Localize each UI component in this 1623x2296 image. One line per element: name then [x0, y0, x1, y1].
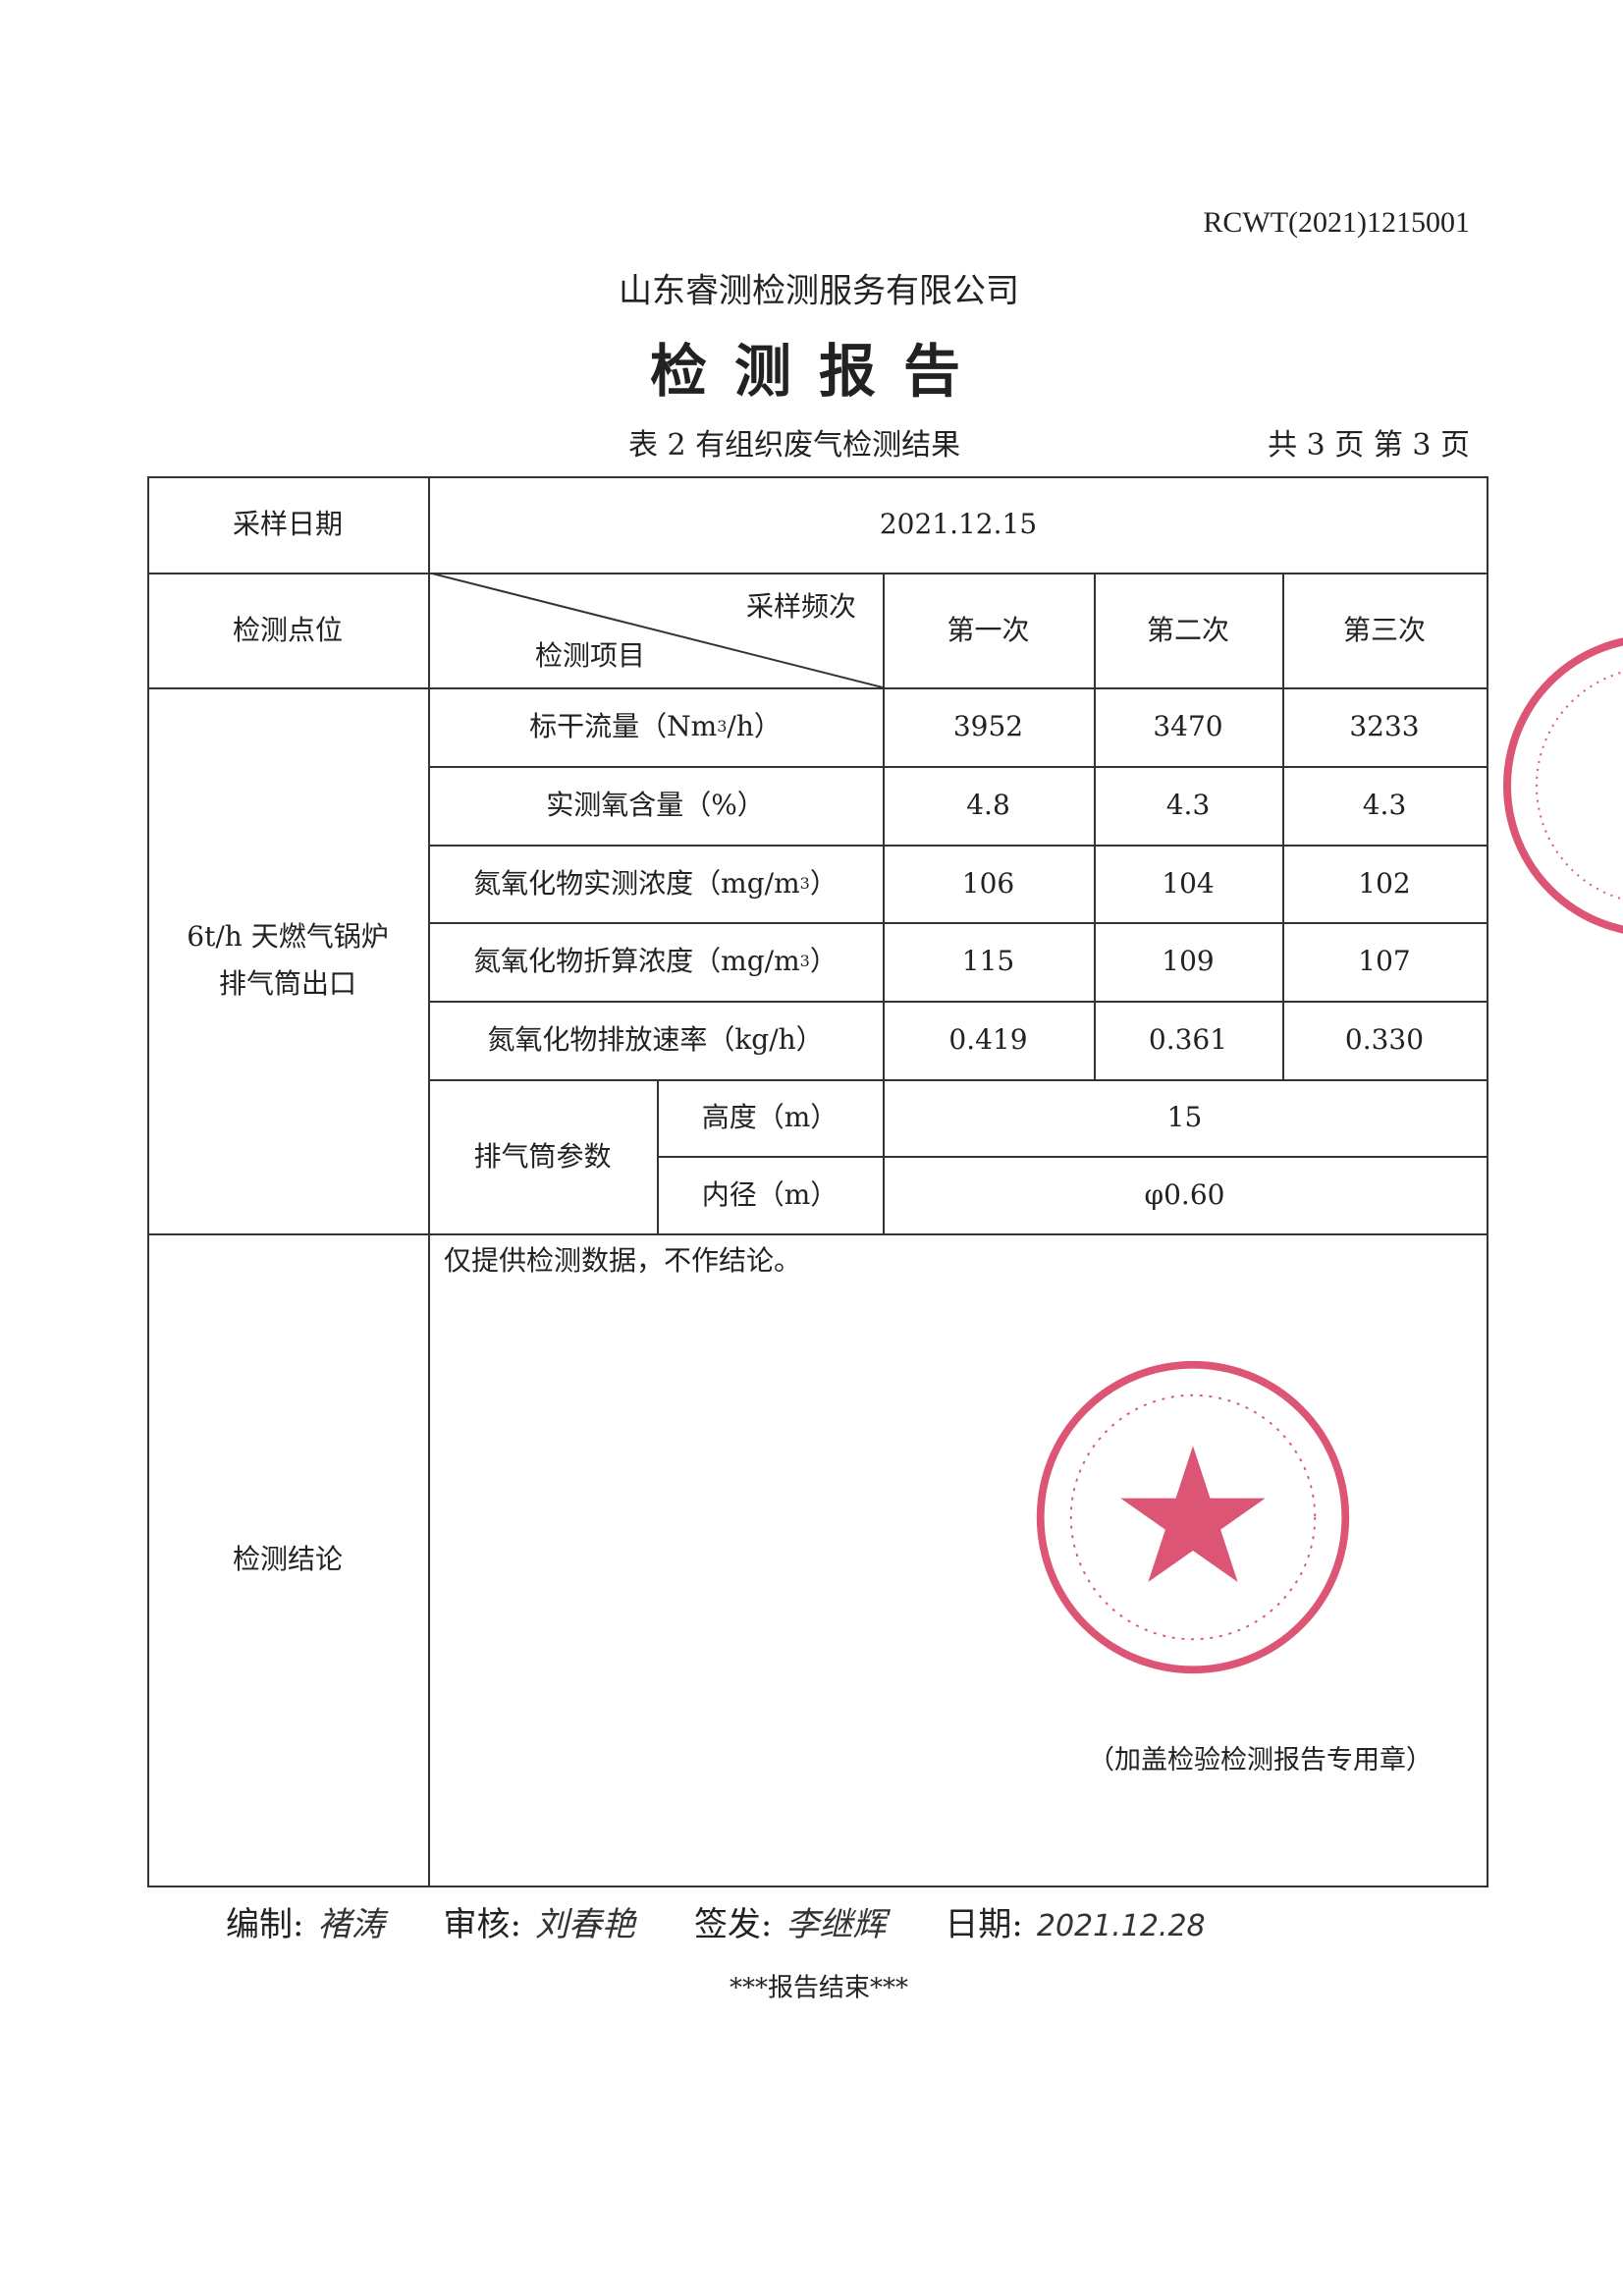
company-name: 山东睿测检测服务有限公司 [619, 271, 1019, 311]
parameter-unit-tail: /h） [727, 710, 782, 742]
point-label: 检测点位 [232, 613, 343, 646]
document-title: 检测报告 [649, 338, 989, 405]
frequency-label: 采样频次 [746, 590, 857, 623]
date-label: 日期: [945, 1905, 1023, 1944]
run-3-value: 102 [1358, 866, 1411, 900]
run-2-value: 109 [1162, 945, 1215, 977]
run-2-value: 104 [1162, 866, 1215, 900]
table-caption: 表 2 有组织废气检测结果 [628, 428, 961, 463]
report-number: RCWT(2021)1215001 [1203, 206, 1470, 239]
parameter-name: 标干流量（Nm 3/h） [428, 687, 883, 766]
reviewed-group: 审核: 刘春艳 [443, 1897, 634, 1945]
point-name-line2: 排气筒出口 [218, 967, 356, 1000]
date-group: 日期: 2021.12.28 [945, 1897, 1205, 1945]
run-2-header: 第二次 [1146, 613, 1229, 646]
run-3-value: 0.330 [1344, 1023, 1425, 1056]
date-value: 2021.12.28 [1036, 1909, 1206, 1943]
star-icon [1120, 1446, 1266, 1582]
parameter-unit-tail: ） [809, 945, 838, 977]
run-2-value: 3470 [1153, 710, 1223, 742]
stack-params-label: 排气筒参数 [473, 1139, 612, 1173]
signature-row: 编制: 褚涛 审核: 刘春艳 签发: 李继辉 日期: 2021.12.28 [226, 1897, 1206, 1945]
diameter-value: φ0.60 [1144, 1177, 1225, 1211]
run-2-value: 4.3 [1165, 789, 1211, 821]
page-indicator: 共 3 页 第 3 页 [1268, 428, 1470, 463]
conclusion-text: 仅提供检测数据，不作结论。 [444, 1244, 802, 1277]
run-1-value: 106 [961, 866, 1015, 900]
run-1-header: 第一次 [947, 613, 1030, 646]
prepared-group: 编制: 褚涛 [226, 1897, 384, 1945]
prepared-label: 编制: [226, 1905, 304, 1944]
stamp-note: （加盖检验检测报告专用章） [1088, 1745, 1433, 1776]
item-label: 检测项目 [535, 639, 646, 672]
parameter-name: 氮氧化物折算浓度（mg/m 3） [428, 922, 883, 1001]
parameter-text: 氮氧化物实测浓度（mg/m [473, 866, 800, 900]
parameter-name: 氮氧化物排放速率（kg/h） [428, 1001, 883, 1079]
superscript: 3 [799, 952, 810, 970]
issued-label: 签发: [693, 1905, 773, 1944]
prepared-signature: 褚涛 [317, 1905, 385, 1944]
reviewed-signature: 刘春艳 [534, 1905, 635, 1944]
run-3-value: 4.3 [1362, 789, 1407, 821]
parameter-text: 标干流量（Nm [529, 710, 718, 742]
run-3-header: 第三次 [1342, 613, 1426, 646]
issued-group: 签发: 李继辉 [694, 1897, 886, 1945]
run-1-value: 0.419 [948, 1023, 1028, 1056]
sampling-date-value: 2021.12.15 [879, 508, 1038, 540]
parameter-text: 氮氧化物折算浓度（mg/m [473, 945, 800, 977]
height-label: 高度（m） [701, 1101, 839, 1133]
run-3-value: 3233 [1349, 710, 1420, 742]
report-end: ***报告结束*** [729, 1973, 909, 2003]
issued-signature: 李继辉 [785, 1905, 887, 1944]
parameter-text: 实测氧含量（%） [546, 789, 765, 821]
superscript: 3 [717, 717, 728, 736]
monitoring-point: 6t/h 天燃气锅炉 排气筒出口 [147, 687, 428, 1233]
run-1-value: 115 [961, 945, 1015, 977]
sampling-date-label: 采样日期 [232, 508, 343, 540]
parameter-name: 氮氧化物实测浓度（mg/m 3） [428, 845, 883, 922]
parameter-unit-tail: ） [809, 866, 838, 900]
run-3-value: 107 [1358, 945, 1411, 977]
partial-seal-page-edge [1503, 637, 1623, 934]
diagonal-header-line [428, 573, 883, 687]
point-name-line1: 6t/h 天燃气锅炉 [187, 920, 389, 953]
parameter-name: 实测氧含量（%） [428, 766, 883, 845]
run-2-value: 0.361 [1148, 1023, 1228, 1056]
reviewed-label: 审核: [443, 1905, 521, 1944]
height-value: 15 [1166, 1101, 1203, 1133]
conclusion-label: 检测结论 [232, 1543, 343, 1575]
official-seal [1036, 1360, 1350, 1674]
diameter-label: 内径（m） [701, 1177, 839, 1211]
superscript: 3 [799, 873, 810, 893]
parameter-text: 氮氧化物排放速率（kg/h） [487, 1023, 824, 1056]
run-1-value: 4.8 [966, 789, 1010, 821]
run-1-value: 3952 [952, 710, 1024, 742]
